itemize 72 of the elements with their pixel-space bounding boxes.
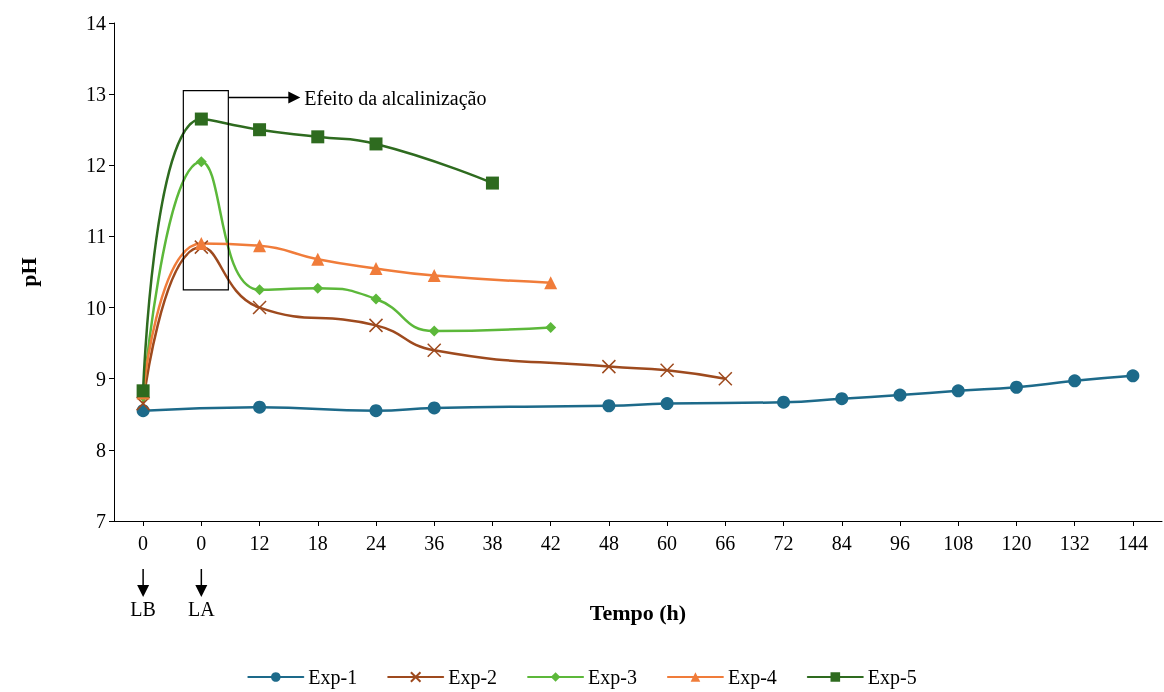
point <box>370 293 382 305</box>
x-tick-label: 36 <box>424 532 445 554</box>
point <box>195 156 207 168</box>
x-tick-label: 144 <box>1117 532 1148 554</box>
x-axis-title: Tempo (h) <box>589 599 687 625</box>
text: LA <box>188 598 216 620</box>
point <box>601 359 617 374</box>
x-tick-label: 12 <box>249 532 270 554</box>
y-tick-label: 9 <box>96 367 106 390</box>
legend-label: Exp-1 <box>308 666 358 689</box>
annotation: Efeito da alcalinização <box>304 86 487 110</box>
point <box>311 130 325 144</box>
x-tick-label: 66 <box>715 532 736 554</box>
point <box>311 252 325 266</box>
x-tick-label: 108 <box>943 532 974 554</box>
x-tick-label: 120 <box>1001 532 1032 554</box>
point <box>544 276 558 290</box>
y-tick-label: 12 <box>86 154 106 177</box>
point <box>485 176 499 190</box>
x-tick-label: 96 <box>890 532 910 554</box>
point <box>426 343 442 358</box>
point <box>835 392 849 406</box>
point <box>660 397 674 411</box>
point <box>718 371 733 386</box>
y-tick-label: 11 <box>86 225 106 248</box>
point <box>951 384 965 398</box>
legend-label: Exp-3 <box>588 666 637 689</box>
point <box>368 318 384 333</box>
x-tick-label: 18 <box>307 532 328 554</box>
point <box>254 284 266 296</box>
point <box>1126 369 1140 383</box>
x-tick-label: 0 <box>138 532 149 554</box>
point <box>253 400 267 414</box>
point <box>369 404 383 418</box>
point <box>545 321 557 333</box>
point <box>194 112 208 126</box>
x-tick-label: 0 <box>196 532 207 554</box>
point <box>194 239 209 255</box>
y-tick-label: 8 <box>96 438 106 461</box>
x-tick-label: 42 <box>540 532 561 554</box>
y-tick-label: 13 <box>86 83 106 106</box>
x-tick-label: 132 <box>1059 532 1090 554</box>
y-axis-title: pH <box>15 257 41 287</box>
point <box>1009 380 1023 394</box>
point <box>427 269 441 283</box>
point <box>659 362 675 378</box>
y-tick-label: 14 <box>86 12 106 34</box>
point <box>369 137 383 151</box>
x-tick-label: 24 <box>366 532 386 554</box>
legend-label: Exp-2 <box>448 666 498 689</box>
point <box>369 261 383 275</box>
x-tick-label: 72 <box>773 532 794 554</box>
x-tick-label: 38 <box>482 532 503 554</box>
legend-label: Exp-5 <box>867 666 917 689</box>
point <box>428 325 440 337</box>
y-tick-label: 7 <box>96 510 106 532</box>
point <box>194 237 208 251</box>
point <box>253 239 267 253</box>
point <box>1068 374 1082 388</box>
text: LB <box>130 598 156 620</box>
point <box>777 395 791 409</box>
point <box>252 300 267 315</box>
point <box>893 388 907 402</box>
x-tick-label: 60 <box>657 532 678 554</box>
y-tick-label: 10 <box>86 296 106 319</box>
point <box>253 123 267 137</box>
point <box>312 282 324 294</box>
x-tick-label: 84 <box>831 532 852 554</box>
point <box>427 401 441 415</box>
point <box>602 399 616 413</box>
legend-label: Exp-4 <box>727 666 777 689</box>
x-tick-label: 48 <box>598 532 619 554</box>
